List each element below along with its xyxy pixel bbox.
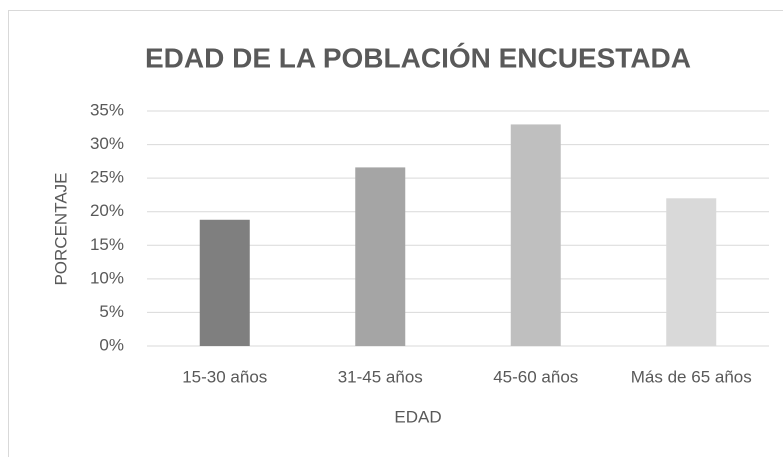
x-tick-label: 45-60 años [493,367,578,386]
y-tick-label: 35% [90,100,124,119]
x-axis-label: EDAD [394,407,441,426]
x-tick-label: Más de 65 años [631,367,752,386]
bar [199,219,250,346]
bar [355,167,406,346]
bar [510,124,561,346]
y-tick-label: 15% [90,235,124,254]
x-tick-label: 31-45 años [338,367,423,386]
y-tick-label: 0% [99,335,124,354]
chart-title: EDAD DE LA POBLACIÓN ENCUESTADA [145,42,691,73]
y-tick-label: 5% [99,302,124,321]
y-axis-label: PORCENTAJE [51,172,70,285]
x-tick-label: 15-30 años [182,367,267,386]
bar [666,198,717,346]
y-tick-label: 30% [90,134,124,153]
y-tick-label: 20% [90,201,124,220]
y-tick-label: 25% [90,168,124,187]
y-tick-label: 10% [90,268,124,287]
